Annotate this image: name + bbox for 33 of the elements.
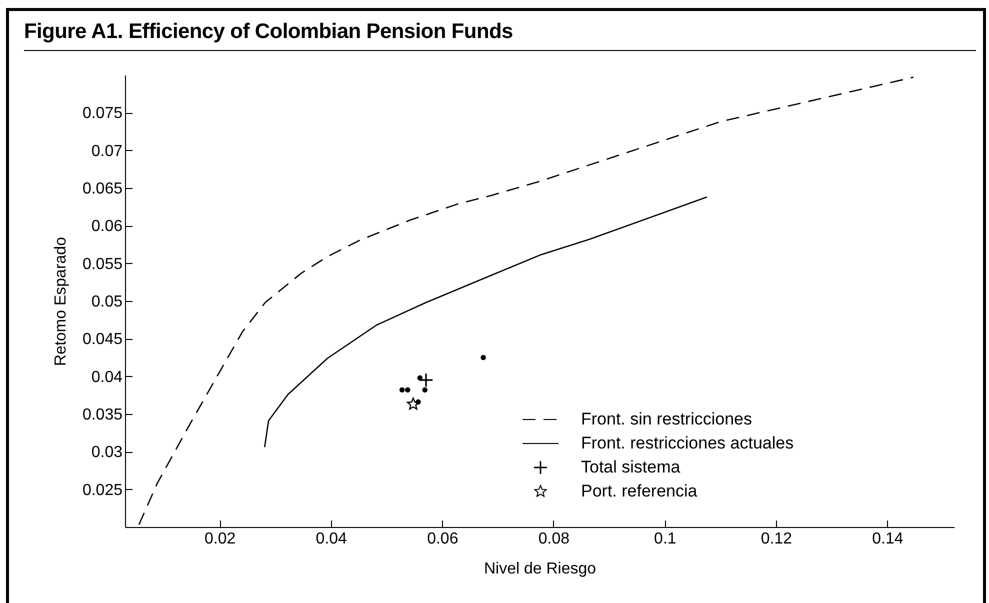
legend-label: Front. sin restricciones bbox=[581, 410, 752, 428]
point bbox=[406, 398, 420, 410]
y-tick-label: 0.045 bbox=[82, 331, 123, 348]
x-tick-label: 0.08 bbox=[538, 530, 570, 548]
point bbox=[404, 387, 410, 393]
x-tick-label: 0.1 bbox=[654, 530, 676, 548]
y-tick-label: 0.025 bbox=[82, 482, 123, 499]
y-tick-label: 0.075 bbox=[82, 105, 123, 122]
y-tick-label: 0.03 bbox=[91, 444, 123, 462]
y-tick-label: 0.06 bbox=[91, 218, 123, 236]
y-tick-label: 0.07 bbox=[91, 142, 123, 160]
x-tick-label: 0.14 bbox=[872, 530, 904, 548]
x-tick-label: 0.04 bbox=[316, 530, 348, 548]
y-tick-label: 0.04 bbox=[91, 368, 123, 386]
y-axis-title: Retomo Esparado bbox=[52, 236, 70, 366]
y-tick-label: 0.05 bbox=[91, 294, 123, 310]
x-tick-label: 0.12 bbox=[760, 530, 792, 548]
point bbox=[399, 387, 405, 393]
x-tick-label: 0.06 bbox=[427, 530, 458, 548]
legend-label: Port. referencia bbox=[581, 482, 698, 500]
legend-label: Total sistema bbox=[581, 458, 681, 476]
point bbox=[417, 375, 423, 380]
point bbox=[422, 387, 428, 393]
x-tick-label: 0.02 bbox=[204, 530, 236, 548]
chart-title: Figure A1. Efficiency of Colombian Pension Funds bbox=[24, 20, 976, 51]
point bbox=[480, 354, 486, 360]
y-tick-label: 0.055 bbox=[82, 256, 123, 273]
point bbox=[419, 374, 433, 387]
legend-label: Front. restricciones actuales bbox=[581, 434, 794, 452]
x-axis-title: Nivel de Riesgo bbox=[484, 560, 596, 578]
line-series bbox=[138, 76, 914, 526]
y-tick-label: 0.035 bbox=[82, 406, 123, 424]
y-tick-label: 0.065 bbox=[82, 180, 123, 198]
